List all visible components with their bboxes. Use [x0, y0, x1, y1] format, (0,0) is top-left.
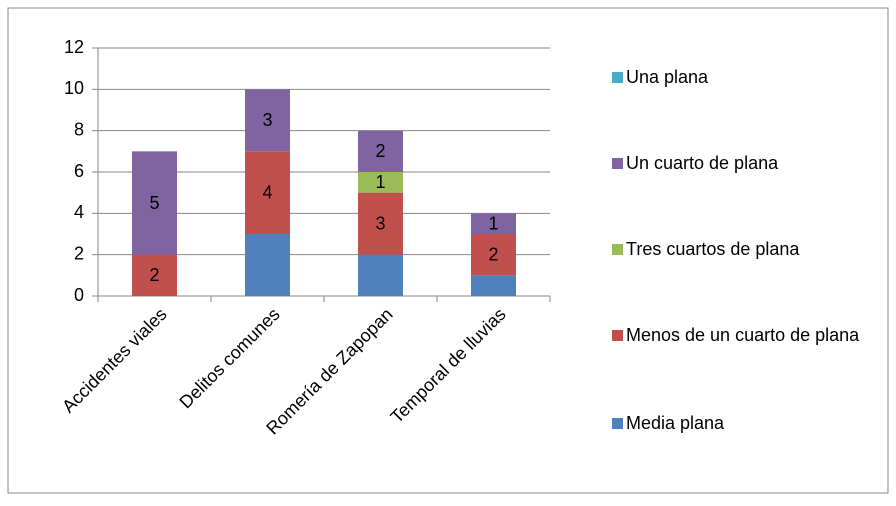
legend-swatch [612, 330, 623, 341]
bar-segment [245, 234, 290, 296]
data-label: 2 [375, 141, 385, 161]
legend-label: Una plana [626, 67, 709, 87]
y-tick-label: 2 [74, 243, 84, 263]
data-label: 4 [262, 182, 272, 202]
legend-label: Media plana [626, 413, 725, 433]
legend-label: Un cuarto de plana [626, 153, 779, 173]
bar-segment [358, 130, 403, 172]
legend-label: Menos de un cuarto de plana [626, 325, 860, 345]
bar-segment [471, 234, 516, 276]
legend-swatch [612, 158, 623, 169]
bar-segment [358, 192, 403, 255]
data-label: 3 [262, 110, 272, 130]
bar-segment [132, 254, 177, 296]
bar-segment [132, 151, 177, 255]
data-label: 2 [488, 244, 498, 264]
bar-segment [358, 172, 403, 193]
bar-segment [358, 254, 403, 296]
data-label: 1 [488, 213, 498, 233]
data-label: 3 [375, 213, 385, 233]
legend-label: Tres cuartos de plana [626, 239, 800, 259]
data-label: 1 [375, 172, 385, 192]
y-tick-label: 6 [74, 161, 84, 181]
bar-segment [471, 213, 516, 234]
bar-segment [471, 275, 516, 296]
y-tick-label: 8 [74, 119, 84, 139]
y-tick-label: 10 [64, 78, 84, 98]
bar-segment [245, 89, 290, 152]
y-tick-label: 0 [74, 285, 84, 305]
bar-segment [245, 151, 290, 234]
data-label: 5 [149, 193, 159, 213]
data-label: 2 [149, 265, 159, 285]
legend-swatch [612, 72, 623, 83]
y-tick-label: 12 [64, 37, 84, 57]
y-tick-label: 4 [74, 202, 84, 222]
legend-swatch [612, 418, 623, 429]
legend-swatch [612, 244, 623, 255]
